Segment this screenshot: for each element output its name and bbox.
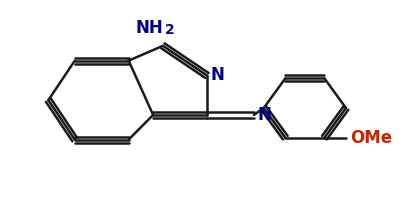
Text: NH: NH bbox=[135, 19, 163, 37]
Text: N: N bbox=[258, 106, 272, 124]
Text: N: N bbox=[211, 67, 225, 84]
Text: 2: 2 bbox=[165, 23, 174, 37]
Text: OMe: OMe bbox=[350, 129, 392, 147]
